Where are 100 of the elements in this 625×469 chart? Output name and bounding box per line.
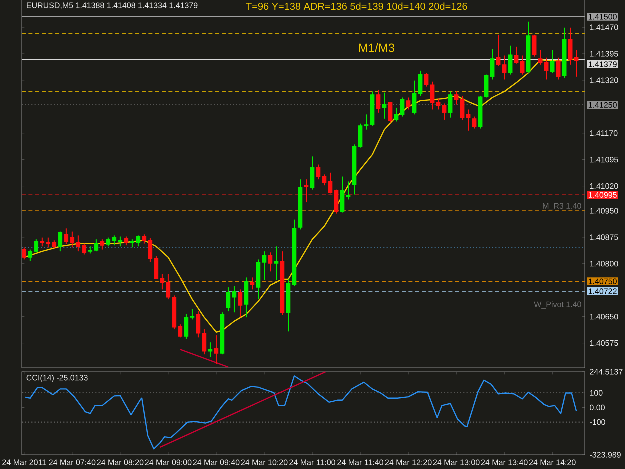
candlestick <box>310 156 315 190</box>
candlestick <box>58 231 63 252</box>
candlestick <box>364 114 369 130</box>
candlestick <box>226 287 231 312</box>
candlestick <box>148 238 153 264</box>
candlestick <box>244 277 249 318</box>
candlestick <box>496 34 501 66</box>
y-tick-label: -323.989 <box>590 452 621 458</box>
y-tick-label: 1.40875 <box>590 234 618 240</box>
x-tick-label: 24 Mar 11:40 <box>338 460 384 466</box>
candlestick <box>262 251 267 282</box>
chart-title: EURUSD,M5 1.41388 1.41408 1.41334 1.41379 <box>27 2 198 10</box>
y-tick-label: 244.5137 <box>590 369 623 375</box>
candlestick <box>166 274 171 300</box>
y-tick-label: 1.40575 <box>590 340 618 346</box>
candlestick <box>388 101 393 124</box>
candlestick <box>484 74 489 98</box>
candlestick <box>76 235 81 252</box>
candlestick <box>418 70 423 96</box>
candlestick <box>568 27 573 66</box>
candlestick <box>574 50 579 78</box>
candlestick <box>556 57 561 80</box>
candlestick <box>382 92 387 120</box>
candlestick <box>154 256 159 280</box>
candlestick <box>412 80 417 116</box>
ref-line-label: 1.41500 <box>588 14 617 20</box>
x-tick-label: 24 Mar 07:40 <box>49 460 96 466</box>
y-tick-label: 1.40950 <box>590 208 618 214</box>
ref-line-label: 1.41379 <box>588 62 617 68</box>
candlestick <box>544 57 549 80</box>
candlestick <box>100 239 105 250</box>
candlestick <box>424 72 429 88</box>
candlestick <box>178 324 183 338</box>
candlestick <box>238 289 243 318</box>
x-tick-label: 24 Mar 09:00 <box>145 460 192 466</box>
candlestick <box>82 243 87 256</box>
candlestick <box>112 235 117 246</box>
y-tick-label: 100 <box>590 390 603 396</box>
candlestick <box>316 164 321 180</box>
candlestick <box>184 314 189 340</box>
ref-line-label: 1.40995 <box>588 192 617 198</box>
y-tick-label: 1.40800 <box>590 261 618 267</box>
y-tick-label: 1.41095 <box>590 157 618 163</box>
candlestick <box>460 95 465 120</box>
candlestick <box>202 329 207 356</box>
candlestick <box>394 107 399 122</box>
x-tick-label: 24 Mar 12:20 <box>385 460 432 466</box>
candlestick <box>196 311 201 338</box>
y-tick-label: 1.41470 <box>590 24 618 30</box>
candlestick <box>400 97 405 118</box>
candlestick <box>538 50 543 66</box>
annotation: M_R3 1.40 <box>543 203 582 210</box>
chart-title: CCI(14) -25.0133 <box>26 374 88 382</box>
chart-subtitle: T=96 Y=138 ADR=136 5d=139 10d=140 20d=126 <box>246 2 468 10</box>
y-tick-label: 1.41020 <box>590 183 618 190</box>
x-tick-label: 24 Mar 13:40 <box>481 460 528 466</box>
y-tick-label: 0.00 <box>590 404 605 411</box>
candlestick <box>208 342 213 358</box>
x-tick-label: 24 Mar 10:20 <box>241 460 288 466</box>
line-series <box>25 376 578 450</box>
candlestick <box>550 50 555 74</box>
candlestick <box>22 247 27 260</box>
candlestick <box>376 89 381 114</box>
candlestick <box>490 48 495 80</box>
x-tick-label: 24 Mar 14:20 <box>529 460 576 466</box>
candlestick <box>532 34 537 58</box>
candlestick <box>502 55 507 80</box>
candlestick <box>160 274 165 290</box>
candlestick <box>232 286 237 314</box>
candlestick <box>190 308 195 320</box>
y-tick-label: 1.41395 <box>590 51 618 57</box>
y-tick-label: 1.41170 <box>590 130 618 136</box>
candlestick <box>508 45 513 76</box>
candlestick <box>322 174 327 186</box>
y-tick-label: -100 <box>590 419 606 426</box>
annotation: M1/M3 <box>359 43 395 52</box>
candlestick <box>70 231 75 248</box>
candlestick <box>274 246 279 282</box>
candlestick <box>268 252 273 272</box>
annotation: W_Pivot 1.40 <box>534 302 582 309</box>
candlestick <box>454 90 459 106</box>
candlestick <box>472 116 477 130</box>
x-tick-label: 24 Mar 08:20 <box>97 460 144 466</box>
candlestick <box>514 46 519 64</box>
x-tick-label: 24 Mar 13:00 <box>433 460 480 466</box>
candlestick <box>136 235 141 248</box>
candlestick <box>520 55 525 76</box>
candlestick <box>28 249 33 262</box>
x-tick-label: 24 Mar 2011 <box>2 460 46 466</box>
candlestick <box>448 91 453 118</box>
y-tick-label: 1.41320 <box>590 78 618 84</box>
ref-line-label: 1.40722 <box>588 288 617 294</box>
candlestick <box>64 228 69 246</box>
ref-line-label: 1.41250 <box>588 102 617 108</box>
candlestick <box>340 176 345 214</box>
x-tick-label: 24 Mar 11:00 <box>290 460 336 466</box>
candlestick <box>142 234 147 244</box>
candlestick <box>430 81 435 110</box>
candlestick <box>406 97 411 110</box>
y-tick-label: 1.40650 <box>590 314 618 320</box>
